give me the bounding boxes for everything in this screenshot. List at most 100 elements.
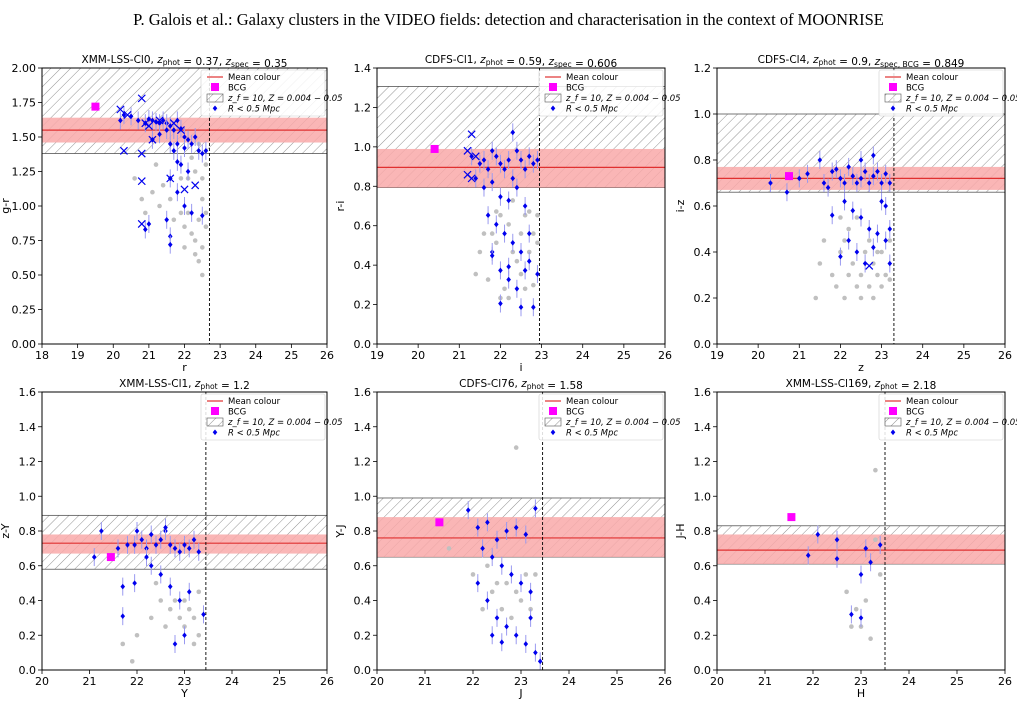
member-point bbox=[196, 549, 202, 555]
member-point bbox=[498, 300, 503, 307]
y-tick-label: 1.4 bbox=[354, 62, 372, 75]
x-tick-label: 24 bbox=[249, 349, 263, 362]
member-cross bbox=[137, 177, 146, 186]
background-point bbox=[489, 589, 495, 595]
y-tick-label: 0.6 bbox=[354, 220, 372, 233]
legend-mean-label: Mean colour bbox=[566, 73, 619, 83]
background-point bbox=[506, 222, 511, 227]
member-point bbox=[132, 580, 137, 586]
member-point bbox=[485, 519, 490, 526]
background-point bbox=[134, 632, 140, 638]
y-tick-label: 0.8 bbox=[694, 525, 712, 538]
y-tick-label: 0.2 bbox=[354, 299, 372, 312]
member-point bbox=[528, 589, 533, 595]
x-tick-label: 19 bbox=[710, 349, 724, 362]
member-point bbox=[863, 545, 869, 552]
mean-colour-band bbox=[717, 534, 1005, 565]
legend-hatch-swatch bbox=[884, 93, 902, 103]
y-tick-label: 0.2 bbox=[354, 629, 372, 642]
background-point bbox=[877, 572, 883, 577]
member-point bbox=[182, 542, 187, 548]
legend-mean-label: Mean colour bbox=[906, 397, 959, 407]
member-point bbox=[200, 150, 205, 157]
panel-5: 20 21 22 23 24 25 26 0.0 0.2 0.4 0.6 0.8 1.0 1.2 1.4 1.… bbox=[334, 378, 681, 700]
member-point bbox=[191, 536, 197, 543]
member-point bbox=[768, 180, 773, 186]
member-point bbox=[875, 168, 880, 175]
y-tick-label: 0.75 bbox=[12, 235, 37, 248]
y-tick-label: 1.6 bbox=[19, 386, 37, 399]
panel-title: XMM-LSS-Cl0, zphot = 0.37, zspec = 0.35 bbox=[82, 54, 288, 70]
member-point bbox=[829, 168, 835, 175]
y-tick-label: 0.6 bbox=[19, 560, 37, 573]
x-tick-label: 20 bbox=[106, 349, 120, 362]
member-cross bbox=[137, 219, 146, 228]
member-point bbox=[854, 249, 860, 255]
member-cross bbox=[155, 116, 164, 125]
member-cross bbox=[865, 261, 874, 270]
member-cross bbox=[467, 130, 476, 139]
background-point bbox=[189, 231, 194, 236]
y-tick-label: 0.4 bbox=[354, 259, 372, 272]
background-point bbox=[868, 636, 873, 642]
member-cross bbox=[137, 94, 146, 103]
member-point bbox=[178, 125, 184, 132]
background-point bbox=[498, 212, 503, 218]
x-tick-label: 25 bbox=[284, 349, 298, 362]
member-point bbox=[489, 632, 495, 639]
background-point bbox=[196, 632, 202, 638]
background-point bbox=[167, 606, 173, 612]
y-tick-label: 0.4 bbox=[19, 595, 37, 608]
background-point bbox=[485, 563, 490, 569]
background-point bbox=[470, 572, 476, 577]
member-point bbox=[817, 157, 823, 163]
member-point bbox=[182, 134, 187, 140]
legend-band-label: z_f = 10, Z = 0.004 − 0.05 bbox=[905, 418, 1017, 428]
background-point bbox=[192, 169, 198, 174]
member-point bbox=[842, 198, 847, 205]
member-point bbox=[171, 127, 177, 133]
background-point bbox=[533, 572, 538, 577]
legend-member-label: R < 0.5 Mpc bbox=[906, 429, 958, 439]
member-point bbox=[526, 230, 532, 237]
member-point bbox=[526, 153, 532, 160]
x-tick-label: 26 bbox=[658, 675, 672, 688]
y-tick-label: 1.4 bbox=[694, 421, 712, 434]
background-point bbox=[510, 198, 516, 203]
background-point bbox=[196, 217, 202, 223]
legend-member-swatch bbox=[550, 429, 556, 436]
panel-4: 20 21 22 23 24 25 26 0.0 0.2 0.4 0.6 0.8 1.0 1.2 1.4 1.… bbox=[0, 378, 343, 700]
background-point bbox=[473, 271, 479, 277]
member-point bbox=[203, 148, 209, 154]
member-point bbox=[514, 184, 520, 191]
member-point bbox=[805, 552, 811, 559]
member-cross bbox=[463, 146, 472, 155]
member-point bbox=[186, 589, 192, 595]
member-point bbox=[509, 571, 514, 578]
background-point bbox=[866, 284, 872, 289]
y-tick-label: 0.00 bbox=[12, 338, 37, 351]
member-point bbox=[866, 226, 872, 232]
background-point bbox=[879, 284, 884, 289]
background-point bbox=[200, 176, 205, 181]
member-point bbox=[139, 536, 145, 543]
background-point bbox=[153, 162, 159, 167]
x-tick-label: 18 bbox=[35, 349, 49, 362]
x-tick-label: 25 bbox=[610, 675, 624, 688]
panel-3: 19 20 21 22 23 24 25 26 0.0 0.2 0.4 0.6 0.8 1.0 1.2 z i-… bbox=[674, 54, 1017, 374]
legend-mean-label: Mean colour bbox=[566, 397, 619, 407]
x-tick-label: 21 bbox=[142, 349, 156, 362]
background-point bbox=[531, 231, 536, 236]
legend-member-label: R < 0.5 Mpc bbox=[566, 429, 618, 439]
x-tick-label: 24 bbox=[916, 349, 930, 362]
panel-6: 20 21 22 23 24 25 26 0.0 0.2 0.4 0.6 0.8 1.0 1.2 1.4 1.… bbox=[674, 378, 1017, 700]
x-tick-label: 19 bbox=[370, 349, 384, 362]
x-tick-label: 26 bbox=[320, 349, 334, 362]
x-tick-label: 23 bbox=[178, 675, 192, 688]
x-tick-label: 20 bbox=[370, 675, 384, 688]
background-point bbox=[853, 606, 859, 612]
